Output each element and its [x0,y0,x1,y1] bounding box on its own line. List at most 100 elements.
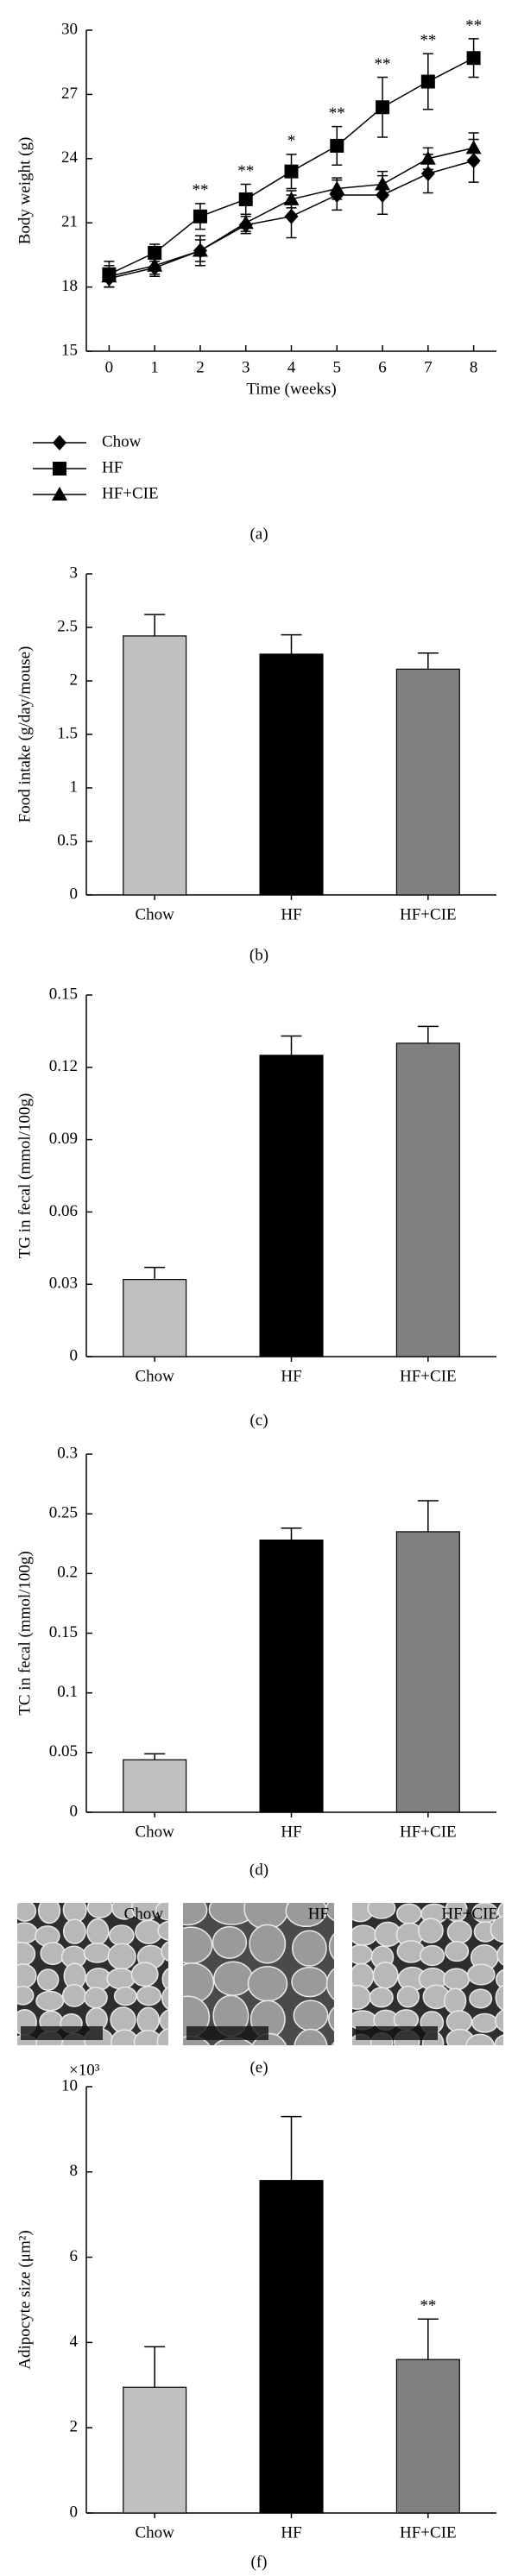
marker [375,176,391,191]
marker [466,51,481,66]
bar [395,1531,460,1813]
cell [136,1985,162,2006]
y-tick-label: 0 [70,1802,79,1820]
cell [107,1943,136,1970]
cell [325,1903,334,1922]
cell [395,1903,422,1924]
y-tick-label: 10 [61,2076,78,2094]
marker [53,435,66,450]
marker [148,245,162,260]
marker [420,150,436,165]
marker [420,74,435,89]
cell [130,1962,159,1987]
bar [395,668,460,896]
cell [446,1920,472,1944]
y-tick-label: 0.15 [49,985,78,1003]
panel-label: (e) [250,2058,268,2076]
error-bar [281,2115,302,2181]
cell [490,1916,503,1943]
panel-label: (f) [251,2553,268,2571]
cell [352,1924,377,1946]
error-bar [417,2318,439,2360]
bar [123,1759,187,1813]
cell [17,1985,35,2006]
cell [17,1922,39,1944]
y-tick-label: 30 [61,20,78,38]
y-tick-label: 18 [61,277,78,295]
cell [467,1963,496,1986]
cell [293,2000,329,2031]
cell [17,1963,37,1989]
y-tick-label: 0.05 [49,1742,78,1760]
cell [445,1941,470,1962]
x-tick-label: Chow [135,2523,174,2541]
marker [330,138,344,153]
bar [395,2359,460,2514]
cell [444,1987,467,2014]
cell [396,1985,420,2008]
cell [352,1944,373,1965]
y-tick-label: 27 [61,85,78,103]
x-tick-label: 2 [196,358,205,376]
cell [417,1918,444,1943]
cell [86,1918,110,1945]
panel-label: (b) [250,946,268,964]
micrograph: Chow [17,1903,168,2045]
cell [157,1920,168,1941]
marker [192,242,208,257]
cell [37,1903,61,1924]
x-axis-label: Time (weeks) [246,380,336,398]
legend-label: HF+CIE [102,484,159,502]
y-tick-label: 1 [70,778,79,796]
marker [283,191,300,205]
error-bar [417,1025,439,1043]
micrograph: HF [183,1903,334,2045]
x-tick-label: Chow [135,1823,174,1841]
y-tick-label: 1.5 [57,724,78,742]
cells [183,1903,334,2045]
annotation: ** [420,32,436,50]
y-tick-label: 24 [61,148,79,167]
cells [352,1903,503,2045]
x-tick-label: 0 [105,358,114,376]
annotation: ** [329,104,345,123]
y-axis-label: Body weight (g) [16,137,34,245]
cell [40,1942,66,1966]
bar [123,1279,187,1357]
marker [238,192,253,206]
marker [101,268,117,283]
marker [237,215,254,230]
cell [369,1987,394,2008]
x-tick-label: HF+CIE [400,1823,457,1841]
x-tick-label: HF [281,2523,301,2541]
y-tick-label: 4 [70,2333,79,2351]
cell [83,1943,111,1963]
cell [372,1962,399,1989]
y-tick-label: 21 [61,213,78,231]
error-bar [144,1753,166,1760]
legend-label: Chow [102,432,142,450]
cell [183,1926,213,1965]
x-tick-label: Chow [135,1367,174,1385]
y-tick-label: 0 [70,1346,79,1364]
cell [110,2006,136,2033]
marker [465,140,482,154]
annotation: ** [465,16,482,35]
y-axis-label: TG in fecal (mmol/100g) [16,1093,34,1259]
panel-label: (a) [250,525,268,543]
cell [84,1987,108,2009]
scale-box [186,2026,268,2040]
cell [294,2028,328,2045]
y-tick-label: 2.5 [57,617,78,635]
y-axis-label: Adipocyte size (μm²) [16,2230,34,2370]
cell [183,2035,211,2045]
x-tick-label: 1 [150,358,159,376]
y-axis-label: TC in fecal (mmol/100g) [16,1551,34,1715]
x-tick-label: Chow [135,905,174,923]
y-tick-label: 0.12 [49,1057,78,1075]
x-tick-label: HF [281,1367,301,1385]
cell [156,2028,168,2045]
cell [494,2034,503,2045]
